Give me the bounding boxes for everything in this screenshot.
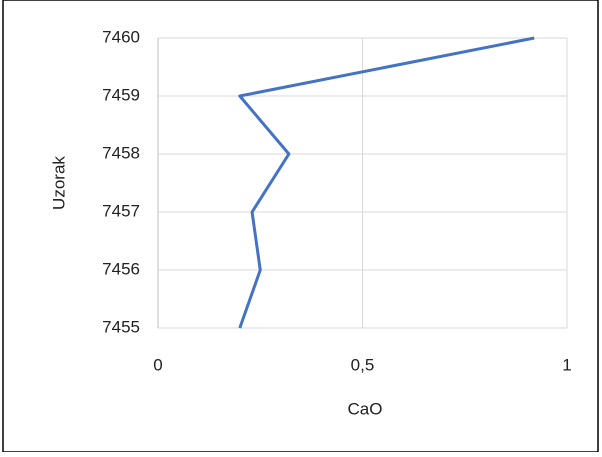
data-line [238, 36, 535, 329]
y-tick-label: 7456 [102, 259, 140, 278]
x-tick-label: 0 [153, 355, 162, 374]
y-axis-title: Uzorak [49, 156, 68, 210]
y-tick-label: 7460 [102, 27, 140, 46]
x-axis-title: CaO [348, 399, 383, 418]
x-tick-label: 0,5 [351, 355, 375, 374]
y-tick-label: 7457 [102, 201, 140, 220]
y-tick-label: 7458 [102, 143, 140, 162]
y-tick-label: 7459 [102, 85, 140, 104]
y-tick-label: 7455 [102, 317, 140, 336]
x-tick-label: 1 [562, 355, 571, 374]
